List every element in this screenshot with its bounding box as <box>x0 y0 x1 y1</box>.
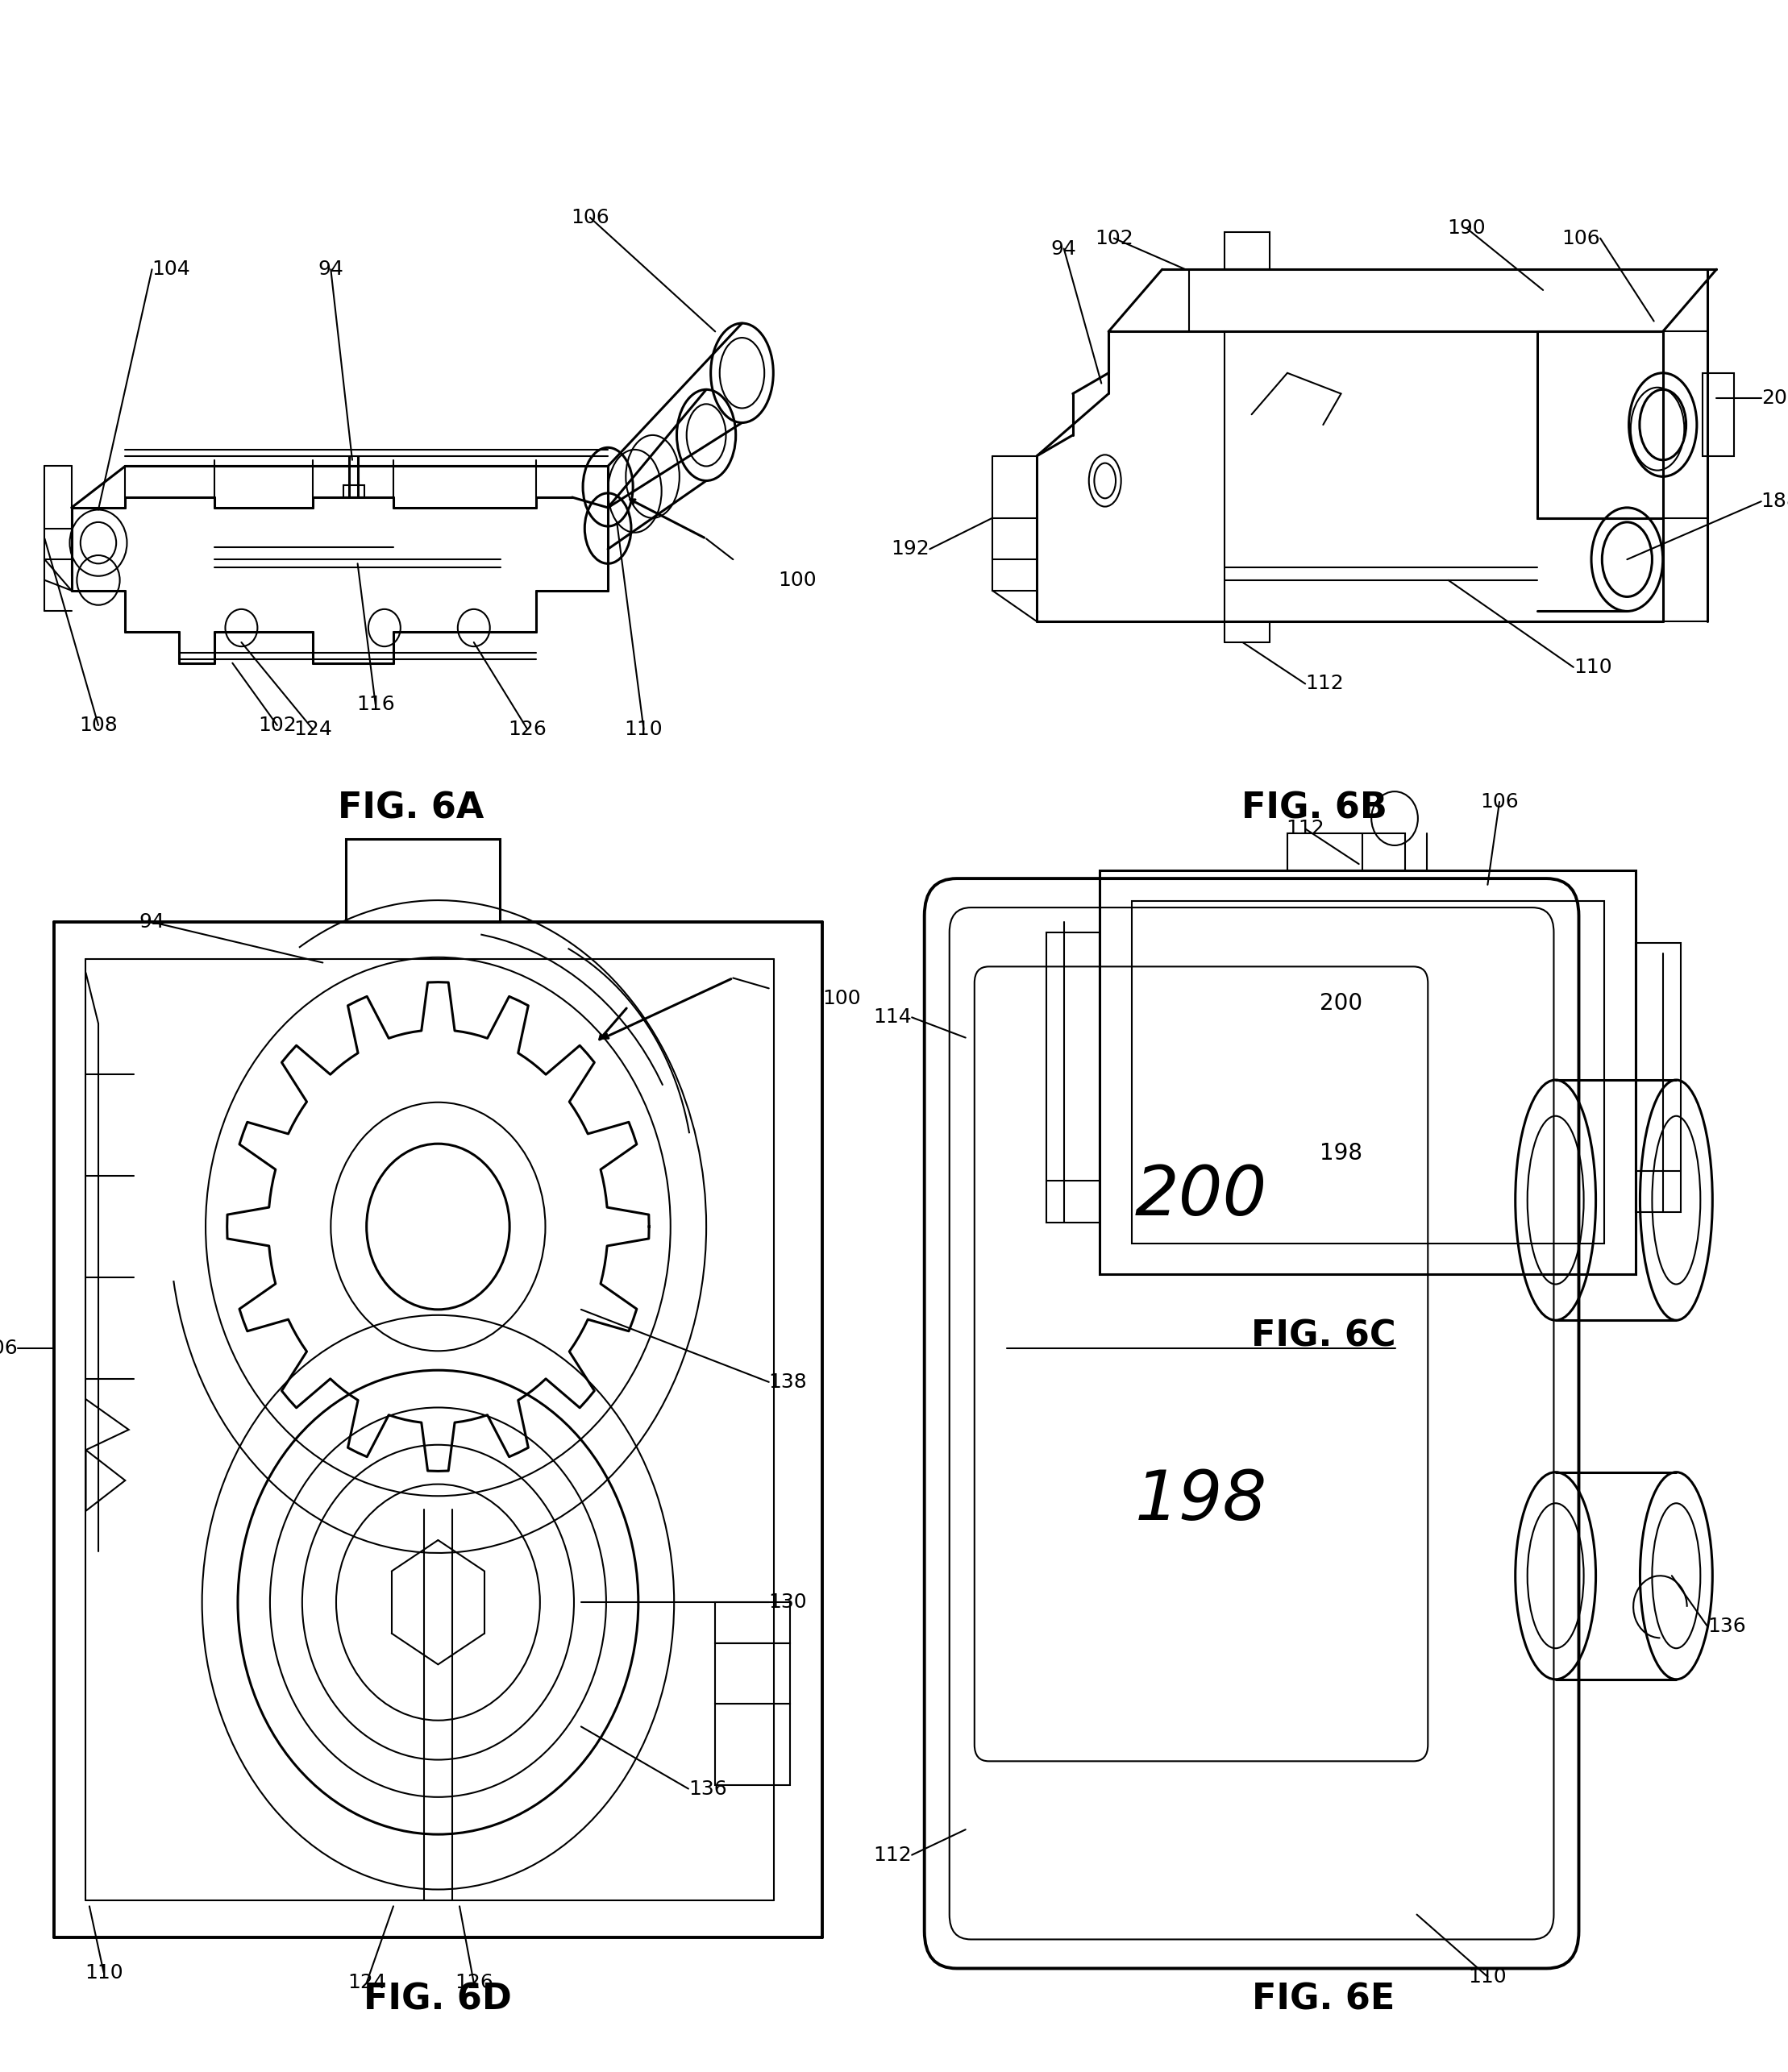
Text: 116: 116 <box>356 694 395 715</box>
Text: 198: 198 <box>1135 1467 1268 1535</box>
Bar <box>1100 870 1636 1274</box>
Text: 114: 114 <box>873 1007 912 1028</box>
Bar <box>1636 943 1681 1212</box>
Text: FIG. 6D: FIG. 6D <box>365 1983 511 2016</box>
Text: 136: 136 <box>1708 1616 1747 1637</box>
Bar <box>715 1602 790 1643</box>
Text: 94: 94 <box>318 259 343 280</box>
Text: 200: 200 <box>1320 992 1362 1015</box>
Text: 136: 136 <box>688 1780 728 1798</box>
Text: 204: 204 <box>1761 387 1788 408</box>
Text: 188: 188 <box>1761 491 1788 512</box>
Text: 110: 110 <box>1573 657 1611 678</box>
Text: 100: 100 <box>822 988 860 1009</box>
Text: FIG. 6A: FIG. 6A <box>338 792 485 825</box>
Bar <box>1702 373 1734 456</box>
Text: 126: 126 <box>508 719 547 740</box>
Text: 200: 200 <box>1135 1162 1268 1231</box>
Text: 138: 138 <box>769 1372 808 1392</box>
Text: 108: 108 <box>79 715 118 736</box>
Text: 112: 112 <box>1305 673 1345 694</box>
Bar <box>715 1643 790 1703</box>
Bar <box>343 485 365 497</box>
Bar <box>1287 833 1405 870</box>
Text: 112: 112 <box>873 1846 912 1865</box>
Bar <box>1132 901 1604 1243</box>
Text: 124: 124 <box>293 719 333 740</box>
Text: 198: 198 <box>1320 1142 1362 1164</box>
Text: 106: 106 <box>1480 792 1518 812</box>
Text: FIG. 6E: FIG. 6E <box>1252 1983 1395 2016</box>
Text: FIG. 6B: FIG. 6B <box>1241 792 1387 825</box>
Bar <box>715 1703 790 1784</box>
Text: 110: 110 <box>624 719 663 740</box>
Text: 124: 124 <box>347 1973 386 1993</box>
Text: 102: 102 <box>257 715 297 736</box>
Text: 190: 190 <box>1446 218 1486 238</box>
Text: FIG. 6C: FIG. 6C <box>1252 1320 1395 1353</box>
Text: 130: 130 <box>769 1593 806 1612</box>
Text: 110: 110 <box>84 1962 123 1983</box>
Text: 106: 106 <box>0 1339 18 1357</box>
Text: 192: 192 <box>890 539 930 559</box>
Bar <box>345 839 499 922</box>
Text: 94: 94 <box>139 912 164 932</box>
Text: 106: 106 <box>1561 228 1600 249</box>
Text: 102: 102 <box>1094 228 1134 249</box>
Text: 106: 106 <box>570 207 610 228</box>
Text: 100: 100 <box>778 570 815 591</box>
Text: 110: 110 <box>1468 1966 1507 1987</box>
Text: 104: 104 <box>152 259 191 280</box>
Text: 112: 112 <box>1286 818 1325 839</box>
Text: 94: 94 <box>1051 238 1076 259</box>
Bar <box>1046 932 1100 1222</box>
Bar <box>1225 232 1269 269</box>
Text: 126: 126 <box>454 1973 493 1993</box>
